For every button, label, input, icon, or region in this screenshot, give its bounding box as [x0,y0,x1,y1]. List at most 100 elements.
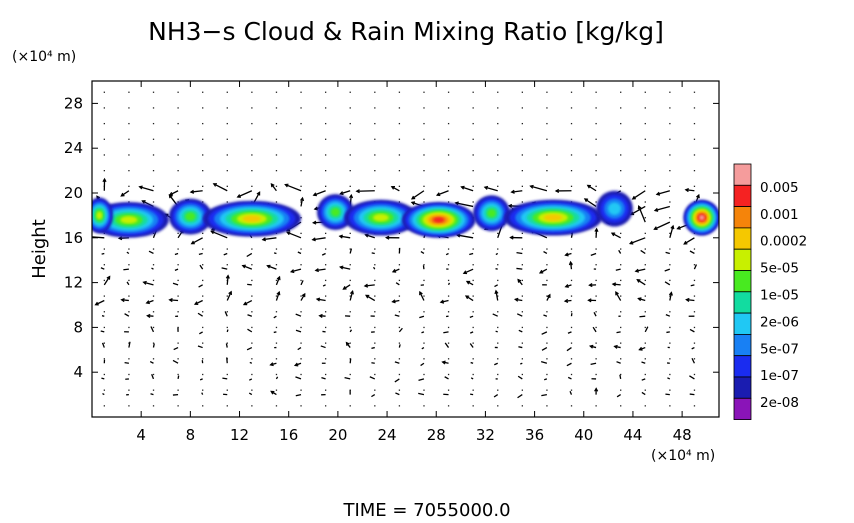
grid-dot [276,342,277,343]
wind-vector [287,232,301,237]
wind-vector [690,251,694,253]
grid-dot [546,123,547,124]
grid-dot [202,154,203,155]
wind-vector [494,363,497,364]
colorbar-label: 1e-07 [760,368,799,384]
grid-dot [374,342,375,343]
wind-vector [567,348,572,351]
y-tick-label: 8 [73,318,83,336]
grid-dot [546,92,547,93]
wind-vector [541,395,547,396]
wind-vector [567,363,572,365]
wind-vector [541,362,547,364]
colorbar-label: 5e-07 [760,341,799,357]
grid-dot [694,327,695,328]
grid-dot [300,311,301,312]
grid-dot [571,280,572,281]
grid-dot [325,107,326,108]
grid-dot [645,233,646,234]
grid-dot [276,186,277,187]
grid-dot [497,170,498,171]
grid-dot [620,327,621,328]
grid-dot [669,123,670,124]
grid-dot [177,264,178,265]
grid-dot [669,405,670,406]
grid-dot [325,280,326,281]
wind-vector [247,348,252,350]
grid-dot [202,311,203,312]
grid-dot [374,107,375,108]
grid-dot [669,390,670,391]
colorbar-swatch [734,377,751,398]
grid-dot [128,264,129,265]
grid-dot [251,358,252,359]
grid-dot [423,248,424,249]
grid-dot [251,92,252,93]
grid-dot [645,201,646,202]
grid-dot [300,248,301,249]
grid-dot [497,405,498,406]
grid-dot [473,358,474,359]
wind-vector [518,376,522,379]
wind-vector [173,360,178,363]
wind-vector [198,346,203,348]
grid-dot [227,264,228,265]
grid-dot [177,311,178,312]
grid-dot [522,107,523,108]
grid-dot [153,170,154,171]
wind-vector [322,253,325,255]
grid-dot [595,248,596,249]
grid-dot [448,186,449,187]
wind-vector [214,184,227,191]
grid-dot [153,390,154,391]
x-tick-label: 4 [136,426,146,444]
grid-dot [227,405,228,406]
grid-dot [669,327,670,328]
colorbar-swatch [734,207,751,228]
grid-dot [694,405,695,406]
cloud-contour [487,209,496,218]
wind-vector [591,363,596,364]
wind-vector [666,315,670,317]
grid-dot [497,390,498,391]
grid-dot [104,280,105,281]
grid-dot [423,264,424,265]
grid-dot [448,390,449,391]
grid-dot [153,374,154,375]
wind-vector [149,251,153,253]
wind-vector [494,395,498,397]
wind-vector [321,346,326,348]
grid-dot [202,264,203,265]
wind-vector [568,332,572,333]
colorbar-swatch [734,356,751,377]
wind-vector [249,393,252,395]
wind-vector [371,348,374,349]
grid-dot [473,92,474,93]
grid-dot [251,107,252,108]
grid-dot [571,107,572,108]
colorbar-swatch [734,249,751,270]
wind-vector [224,253,227,254]
grid-dot [423,186,424,187]
grid-dot [595,264,596,265]
grid-dot [325,390,326,391]
grid-dot [571,295,572,296]
grid-dot [399,358,400,359]
grid-dot [694,264,695,265]
wind-vector [102,253,105,254]
grid-dot [153,248,154,249]
grid-dot [300,170,301,171]
wind-vector [152,268,154,269]
wind-vector [665,269,670,271]
wind-vector [689,376,694,379]
grid-dot [300,327,301,328]
grid-dot [153,139,154,140]
grid-dot [595,374,596,375]
grid-dot [522,92,523,93]
wind-vector [666,332,669,333]
grid-dot [276,107,277,108]
grid-dot [104,358,105,359]
grid-dot [423,92,424,93]
grid-dot [227,186,228,187]
